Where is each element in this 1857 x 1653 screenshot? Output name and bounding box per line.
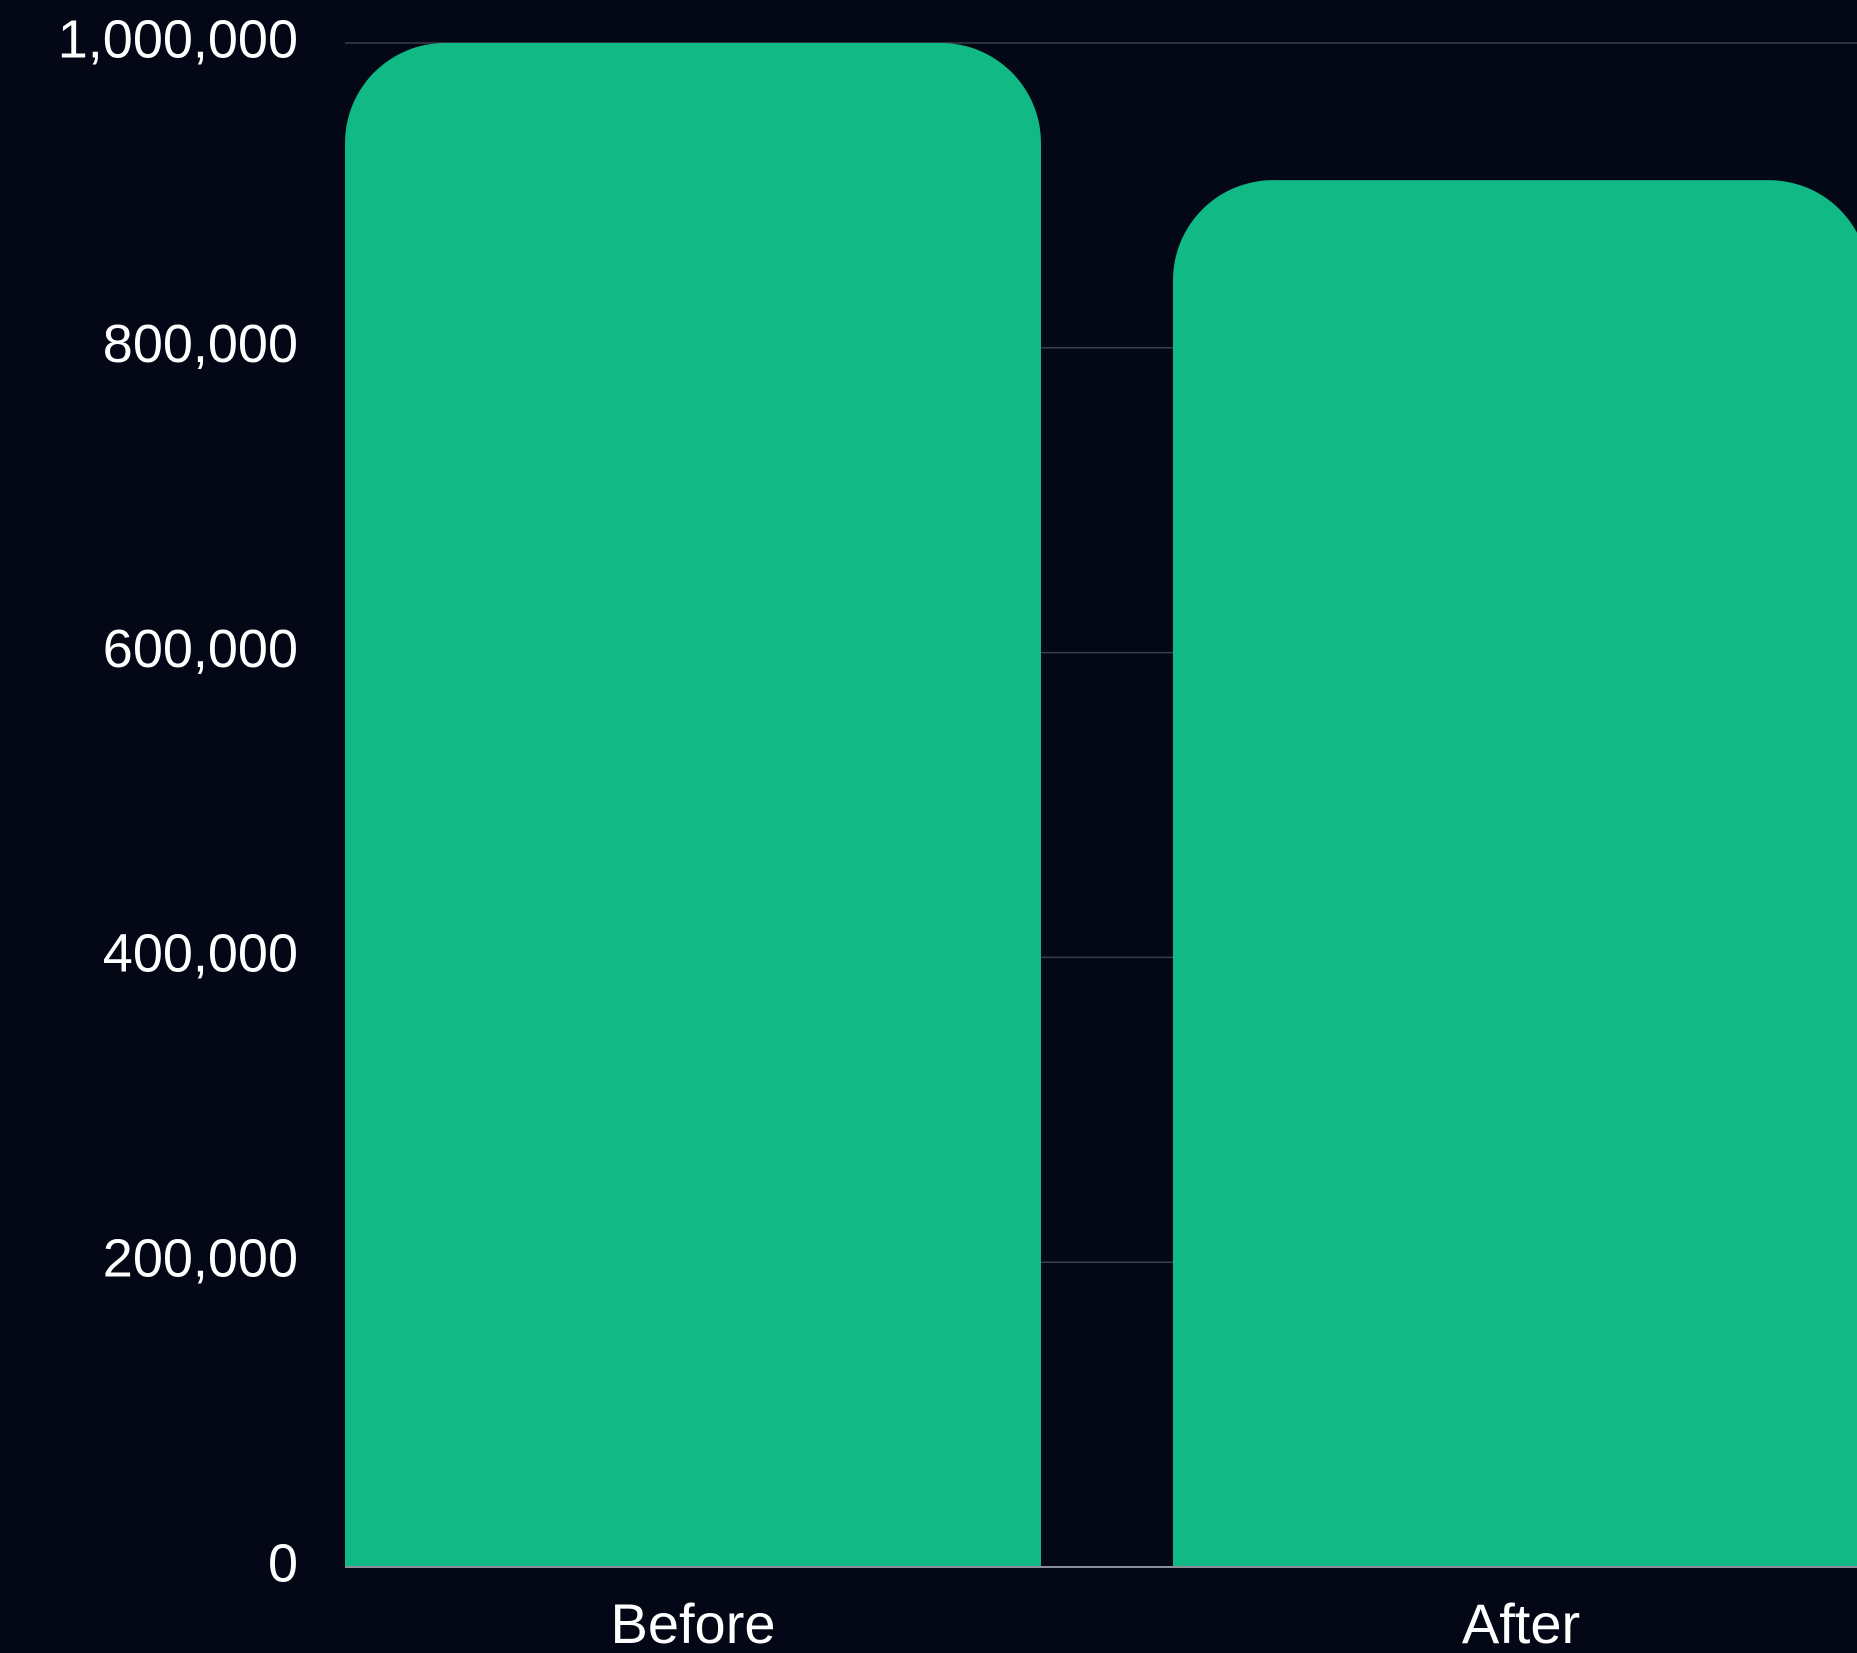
x-tick-label: After	[1462, 1592, 1580, 1653]
y-tick-label: 0	[268, 1533, 298, 1593]
bar-after	[1173, 180, 1857, 1567]
y-tick-label: 600,000	[103, 619, 298, 679]
bar-before	[345, 43, 1041, 1567]
y-tick-label: 400,000	[103, 924, 298, 984]
y-tick-label: 1,000,000	[58, 9, 298, 69]
x-tick-label: Before	[611, 1592, 776, 1653]
bars	[345, 43, 1857, 1567]
y-tick-label: 200,000	[103, 1228, 298, 1288]
y-axis-ticks: 0 200,000 400,000 600,000 800,000 1,000,000	[58, 9, 298, 1593]
x-axis-ticks: Before After	[611, 1592, 1581, 1653]
y-tick-label: 800,000	[103, 314, 298, 374]
